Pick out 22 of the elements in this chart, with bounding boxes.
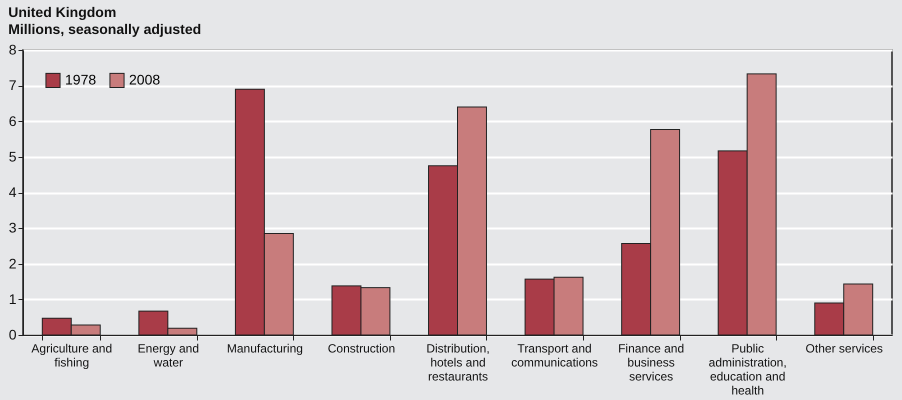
chart-title: United Kingdom [8, 4, 116, 20]
y-tick-label: 1 [8, 290, 17, 307]
x-tick-label: Manufacturing [226, 342, 303, 356]
y-tick-label: 7 [8, 77, 17, 94]
y-tick-label: 6 [8, 112, 17, 129]
y-tick-label: 5 [8, 148, 17, 164]
y-tick-label: 0 [8, 326, 17, 342]
x-tick-label: Energy and water [138, 342, 200, 370]
legend-label: 2008 [129, 71, 160, 88]
y-tick-label: 2 [8, 255, 17, 272]
x-tick-label: Public administration, education and health [708, 342, 787, 398]
x-tick-label: Transport and communications [511, 342, 598, 370]
y-tick-label: 4 [8, 184, 17, 200]
x-tick-label: Distribution, hotels and restaurants [426, 342, 490, 384]
y-tick-label: 3 [8, 220, 17, 236]
x-tick-label: Construction [328, 342, 396, 356]
chart-subtitle: Millions, seasonally adjusted [8, 21, 202, 37]
x-tick-label: Finance and business services [618, 342, 684, 384]
legend-label: 1978 [65, 71, 96, 88]
x-tick-label: Other services [806, 342, 883, 356]
y-tick-label: 8 [8, 42, 17, 58]
x-tick-label: Agriculture and fishing [31, 342, 112, 370]
